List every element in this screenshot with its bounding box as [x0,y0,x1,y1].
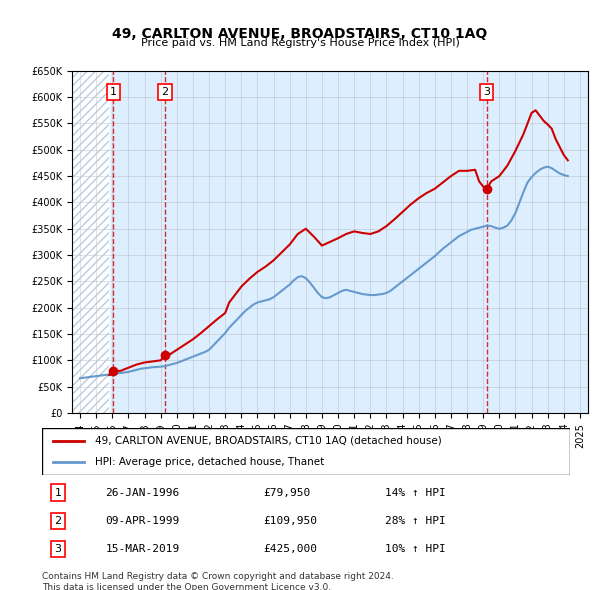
Text: 2: 2 [54,516,61,526]
Text: 26-JAN-1996: 26-JAN-1996 [106,488,179,498]
Text: 28% ↑ HPI: 28% ↑ HPI [385,516,446,526]
Text: £109,950: £109,950 [264,516,318,526]
Text: £425,000: £425,000 [264,544,318,554]
Text: 49, CARLTON AVENUE, BROADSTAIRS, CT10 1AQ (detached house): 49, CARLTON AVENUE, BROADSTAIRS, CT10 1A… [95,436,442,446]
Text: 10% ↑ HPI: 10% ↑ HPI [385,544,446,554]
Text: 09-APR-1999: 09-APR-1999 [106,516,179,526]
Text: 49, CARLTON AVENUE, BROADSTAIRS, CT10 1AQ: 49, CARLTON AVENUE, BROADSTAIRS, CT10 1A… [112,27,488,41]
Text: Contains HM Land Registry data © Crown copyright and database right 2024.
This d: Contains HM Land Registry data © Crown c… [42,572,394,590]
FancyBboxPatch shape [42,428,570,475]
Text: 3: 3 [483,87,490,97]
Text: Price paid vs. HM Land Registry's House Price Index (HPI): Price paid vs. HM Land Registry's House … [140,38,460,48]
Text: 3: 3 [55,544,61,554]
Text: 15-MAR-2019: 15-MAR-2019 [106,544,179,554]
Bar [72,71,109,413]
Text: £79,950: £79,950 [264,488,311,498]
Text: HPI: Average price, detached house, Thanet: HPI: Average price, detached house, Than… [95,457,324,467]
Text: 1: 1 [55,488,61,498]
Text: 2: 2 [161,87,169,97]
Bar [72,71,109,413]
Text: 1: 1 [110,87,117,97]
Text: 14% ↑ HPI: 14% ↑ HPI [385,488,446,498]
